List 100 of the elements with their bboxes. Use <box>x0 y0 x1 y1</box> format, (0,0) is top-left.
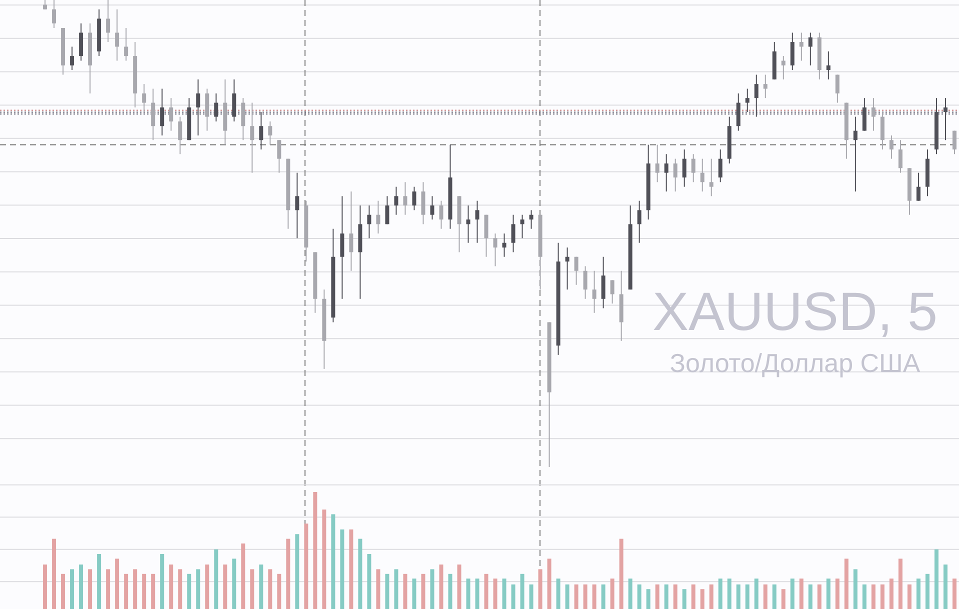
bar <box>709 584 714 609</box>
candlestick <box>439 200 444 230</box>
bar <box>727 578 732 609</box>
candlestick <box>592 270 596 314</box>
bar <box>349 529 354 609</box>
candlestick <box>196 78 200 136</box>
bar <box>331 514 336 609</box>
candlestick <box>520 214 524 239</box>
bar <box>250 569 254 609</box>
bar <box>430 569 434 609</box>
bar <box>124 574 128 609</box>
candlestick <box>403 182 408 216</box>
bar <box>151 574 156 609</box>
bar <box>178 569 182 609</box>
candlestick <box>583 266 588 300</box>
candlestick <box>736 92 740 132</box>
candlestick <box>574 256 578 286</box>
bar <box>781 589 786 609</box>
candlestick <box>718 148 722 183</box>
candlestick <box>241 98 246 141</box>
bar <box>556 578 560 609</box>
candlestick <box>808 32 812 66</box>
candlestick <box>763 74 768 99</box>
bar <box>889 578 894 609</box>
bar <box>754 578 758 609</box>
bar <box>259 564 264 609</box>
candlestick <box>880 112 884 150</box>
candlestick <box>160 88 164 136</box>
bar <box>196 569 200 609</box>
bar <box>853 569 858 609</box>
bar <box>565 584 570 609</box>
candlestick <box>124 28 128 62</box>
bar <box>385 574 390 609</box>
candlestick <box>52 0 56 29</box>
bar <box>826 578 830 609</box>
bar <box>403 574 408 609</box>
candlestick <box>862 98 866 132</box>
candlestick <box>484 214 488 258</box>
candlestick <box>412 186 416 211</box>
bar <box>718 578 722 609</box>
bar <box>700 589 704 609</box>
bar <box>142 574 146 609</box>
bar <box>817 584 822 609</box>
bar <box>790 578 794 609</box>
bar <box>574 584 578 609</box>
candlestick <box>151 88 156 141</box>
candlestick <box>709 158 714 197</box>
bar <box>502 578 506 609</box>
candlestick <box>205 88 210 132</box>
bar <box>421 574 426 609</box>
candlestick <box>754 74 758 118</box>
candlestick <box>502 233 506 258</box>
candlestick <box>142 84 146 113</box>
bar <box>295 534 300 609</box>
bar <box>763 584 768 609</box>
bar <box>916 578 920 609</box>
bar <box>637 584 642 609</box>
bar <box>187 574 192 609</box>
candlestick <box>277 140 282 174</box>
bar <box>61 574 66 609</box>
bar <box>925 574 930 609</box>
bar <box>871 584 876 609</box>
candlestick <box>475 200 480 244</box>
candlestick <box>871 98 876 132</box>
bar <box>673 584 678 609</box>
bar <box>943 564 948 609</box>
candlestick <box>745 88 750 113</box>
bar <box>133 569 138 609</box>
bar <box>682 589 686 609</box>
bar <box>619 538 624 609</box>
bar <box>628 578 632 609</box>
candlestick <box>178 116 182 155</box>
bar <box>367 554 372 609</box>
candlestick <box>466 204 470 244</box>
bar <box>538 569 542 609</box>
text: Золото/Доллар США <box>670 348 921 378</box>
candlestick <box>169 98 174 132</box>
candlestick <box>394 186 398 216</box>
candlestick <box>952 130 956 155</box>
candlestick <box>367 204 372 239</box>
bar <box>268 569 272 609</box>
candlestick <box>106 0 110 43</box>
bar <box>862 584 866 609</box>
bar <box>736 584 740 609</box>
candlestick <box>610 280 614 304</box>
bar <box>592 584 596 609</box>
candlestick <box>916 172 920 202</box>
candlestick <box>790 32 794 71</box>
bar <box>907 584 912 609</box>
candlestick <box>799 32 804 62</box>
bar <box>277 574 282 609</box>
candlestick <box>682 148 686 188</box>
candlestick <box>421 182 426 225</box>
candlestick <box>385 196 390 225</box>
bar <box>952 578 956 609</box>
candlestick <box>637 200 642 244</box>
bar <box>439 564 444 609</box>
bar <box>79 564 84 609</box>
bar <box>799 578 804 609</box>
candlestick <box>655 144 660 183</box>
